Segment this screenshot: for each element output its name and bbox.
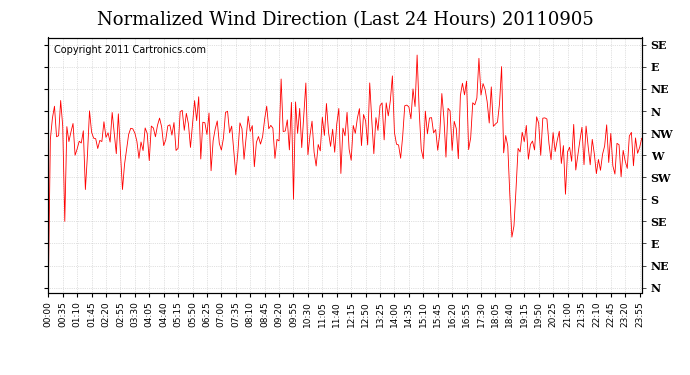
Text: Copyright 2011 Cartronics.com: Copyright 2011 Cartronics.com: [55, 45, 206, 55]
Text: Normalized Wind Direction (Last 24 Hours) 20110905: Normalized Wind Direction (Last 24 Hours…: [97, 11, 593, 29]
